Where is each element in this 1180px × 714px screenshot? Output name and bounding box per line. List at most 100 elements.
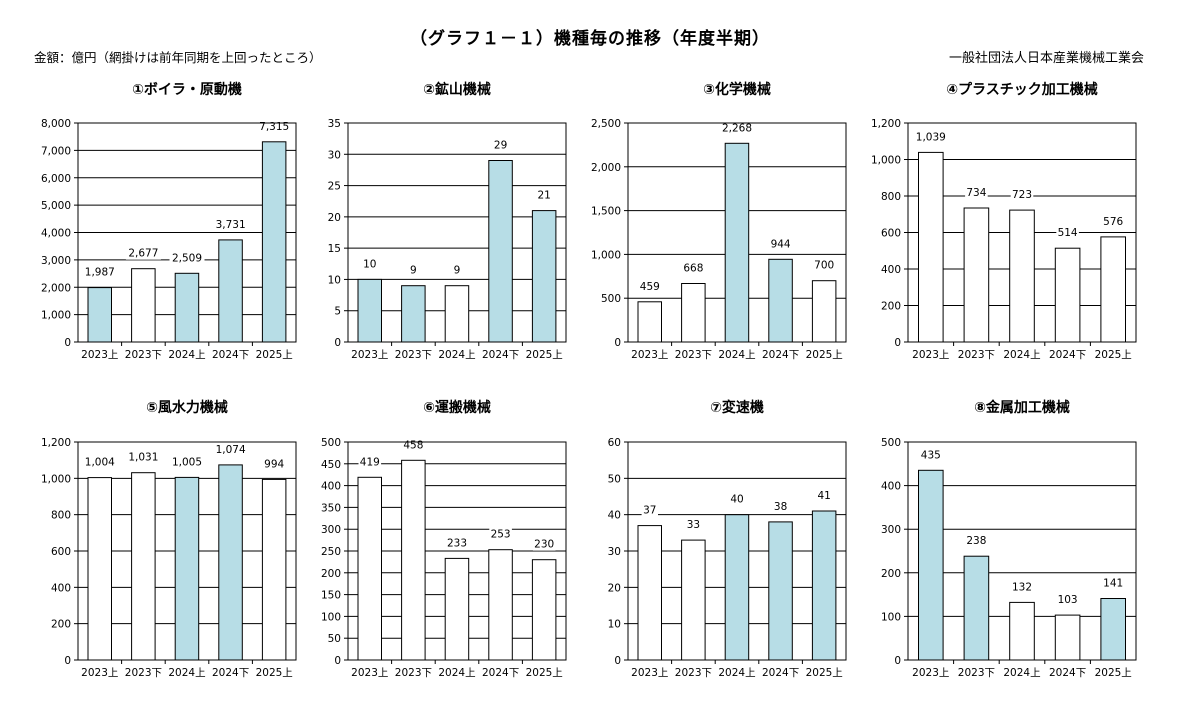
data-label: 944 bbox=[771, 238, 791, 250]
bar-2024上 bbox=[1009, 209, 1035, 343]
bar-2023上 bbox=[918, 151, 944, 343]
x-tick-label: 2025上 bbox=[806, 349, 843, 361]
data-label: 29 bbox=[494, 140, 507, 152]
y-tick-label: 30 bbox=[328, 149, 341, 161]
chart-title: ⑧金属加工機械 bbox=[974, 399, 1070, 416]
x-tick-label: 2024上 bbox=[718, 349, 755, 361]
data-label: 230 bbox=[534, 539, 554, 551]
x-tick-label: 2023上 bbox=[81, 349, 118, 361]
chart-title: ③化学機械 bbox=[703, 81, 771, 98]
y-tick-label: 200 bbox=[51, 619, 71, 631]
data-label-bg bbox=[638, 279, 662, 293]
data-label: 103 bbox=[1058, 594, 1078, 606]
bar-2023上 bbox=[637, 301, 662, 343]
chart-title: ⑤風水力機械 bbox=[146, 399, 228, 416]
y-tick-label: 2,000 bbox=[591, 162, 621, 174]
data-label: 141 bbox=[1103, 578, 1123, 590]
x-tick-label: 2023下 bbox=[675, 667, 712, 679]
y-tick-label: 20 bbox=[608, 582, 621, 594]
y-tick-label: 1,200 bbox=[871, 118, 901, 130]
data-label-bg bbox=[685, 518, 702, 532]
bar-2024下 bbox=[768, 258, 793, 343]
x-tick-label: 2025上 bbox=[1095, 667, 1132, 679]
chart-title: ④プラスチック加工機械 bbox=[946, 81, 1098, 98]
x-tick-label: 2024下 bbox=[1049, 667, 1086, 679]
y-tick-label: 500 bbox=[601, 293, 621, 305]
data-label-bg bbox=[772, 499, 789, 513]
y-tick-label: 0 bbox=[894, 655, 901, 667]
data-label: 1,987 bbox=[85, 267, 115, 279]
data-label-bg bbox=[213, 442, 249, 456]
plot-frame bbox=[907, 441, 1137, 661]
y-tick-label: 1,000 bbox=[591, 249, 621, 261]
x-tick-label: 2024上 bbox=[1003, 667, 1040, 679]
chart-5: ⑤風水力機械 0 200 400 600 800 1,000 1,200 1,004 2023上 1… bbox=[41, 399, 297, 679]
data-label-bg bbox=[769, 237, 792, 251]
y-tick-label: 50 bbox=[328, 633, 341, 645]
x-tick-label: 2024上 bbox=[438, 349, 475, 361]
data-label: 668 bbox=[683, 262, 703, 274]
chart-3: ③化学機械 0 500 1,000 1,500 2,000 2,500 459 2023上 668… bbox=[591, 81, 847, 361]
bar-2023下 bbox=[401, 285, 426, 343]
data-label-bg bbox=[1010, 188, 1034, 202]
bar-2024上 bbox=[174, 476, 200, 661]
bar-2025上 bbox=[811, 510, 837, 661]
data-label: 700 bbox=[814, 260, 834, 272]
data-label: 459 bbox=[640, 281, 660, 293]
data-label: 576 bbox=[1103, 216, 1123, 228]
x-tick-label: 2025上 bbox=[256, 349, 293, 361]
y-tick-label: 3,000 bbox=[41, 255, 71, 267]
x-tick-label: 2023上 bbox=[351, 667, 388, 679]
y-tick-label: 0 bbox=[64, 337, 71, 349]
data-label-bg bbox=[965, 186, 988, 199]
data-label-bg bbox=[728, 492, 746, 506]
data-label-bg bbox=[1010, 580, 1034, 594]
data-label: 40 bbox=[730, 494, 743, 506]
y-tick-label: 200 bbox=[321, 568, 341, 580]
x-tick-label: 2025上 bbox=[526, 667, 563, 679]
data-label-bg bbox=[125, 246, 161, 260]
y-tick-label: 5,000 bbox=[41, 200, 71, 212]
bar-2023上 bbox=[87, 477, 112, 661]
data-label: 37 bbox=[643, 505, 656, 517]
data-label-bg bbox=[812, 258, 836, 272]
bar-2023下 bbox=[131, 472, 156, 661]
x-tick-label: 2023上 bbox=[81, 667, 118, 679]
data-label: 233 bbox=[447, 537, 467, 549]
data-label: 734 bbox=[966, 187, 986, 199]
data-label-bg bbox=[262, 457, 286, 471]
y-tick-label: 450 bbox=[321, 459, 341, 471]
data-label: 9 bbox=[410, 265, 417, 277]
y-tick-label: 40 bbox=[608, 510, 621, 522]
x-tick-label: 2024下 bbox=[482, 667, 519, 679]
bar-2024下 bbox=[1054, 247, 1081, 343]
y-tick-label: 2,000 bbox=[41, 282, 71, 294]
data-label: 253 bbox=[491, 529, 511, 541]
y-tick-label: 20 bbox=[328, 212, 341, 224]
data-label-bg bbox=[358, 455, 382, 469]
data-label-bg bbox=[82, 265, 118, 279]
data-label-bg bbox=[1056, 226, 1079, 240]
y-tick-label: 50 bbox=[608, 473, 621, 485]
x-tick-label: 2023下 bbox=[958, 349, 995, 361]
bar-2025上 bbox=[261, 141, 287, 343]
bar-2025上 bbox=[1100, 598, 1127, 661]
bar-2025上 bbox=[1100, 236, 1127, 343]
data-label: 994 bbox=[264, 458, 284, 470]
data-label-bg bbox=[965, 534, 988, 548]
y-tick-label: 25 bbox=[328, 181, 341, 193]
y-tick-label: 2,500 bbox=[591, 118, 621, 130]
plot-frame bbox=[627, 441, 847, 661]
y-tick-label: 400 bbox=[881, 264, 901, 276]
y-tick-label: 200 bbox=[881, 568, 901, 580]
bar-2024下 bbox=[1054, 614, 1081, 661]
data-label: 21 bbox=[538, 190, 551, 202]
data-label: 435 bbox=[921, 449, 941, 461]
data-label-bg bbox=[536, 188, 553, 202]
data-label: 458 bbox=[403, 439, 423, 451]
plot-frame bbox=[627, 122, 847, 343]
page-title: （グラフ１－１）機種毎の推移（年度半期） bbox=[410, 29, 770, 49]
data-label: 9 bbox=[454, 265, 461, 277]
data-label-bg bbox=[361, 257, 378, 271]
